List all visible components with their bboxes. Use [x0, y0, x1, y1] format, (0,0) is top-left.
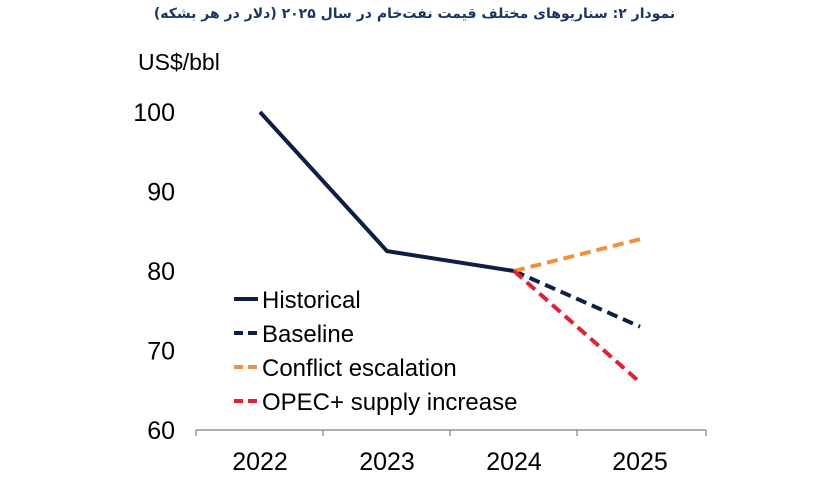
legend-label: OPEC+ supply increase: [262, 389, 517, 416]
y-axis: 100 90 80 70 60: [133, 99, 175, 445]
legend: Historical Baseline Conflict escalation OPE…: [234, 287, 517, 416]
x-tick-label: 2025: [612, 448, 668, 476]
series-line-conflict-escalation: [513, 237, 641, 273]
legend-label: Historical: [262, 287, 361, 314]
y-tick-label: 80: [147, 258, 175, 286]
x-tick-label: 2022: [232, 448, 288, 476]
legend-label: Baseline: [262, 321, 354, 348]
series-line-historical: [258, 110, 515, 273]
x-tick-label: 2024: [486, 448, 542, 476]
x-axis: 2022 2023 2024 2025: [195, 430, 707, 476]
series-layer: [258, 110, 642, 384]
x-tick-label: 2023: [359, 448, 415, 476]
figure-title: نمودار ۲: سناریوهای مختلف قیمت نفت‌خام د…: [153, 6, 676, 22]
series-line-opec-supply-increase: [512, 269, 642, 384]
y-tick-label: 100: [133, 99, 175, 127]
y-tick-label: 70: [147, 338, 175, 366]
y-axis-unit-label: US$/bbl: [138, 49, 220, 75]
y-tick-label: 90: [147, 179, 175, 207]
y-tick-label: 60: [147, 417, 175, 445]
series-line-baseline: [513, 269, 641, 329]
legend-label: Conflict escalation: [262, 355, 457, 382]
